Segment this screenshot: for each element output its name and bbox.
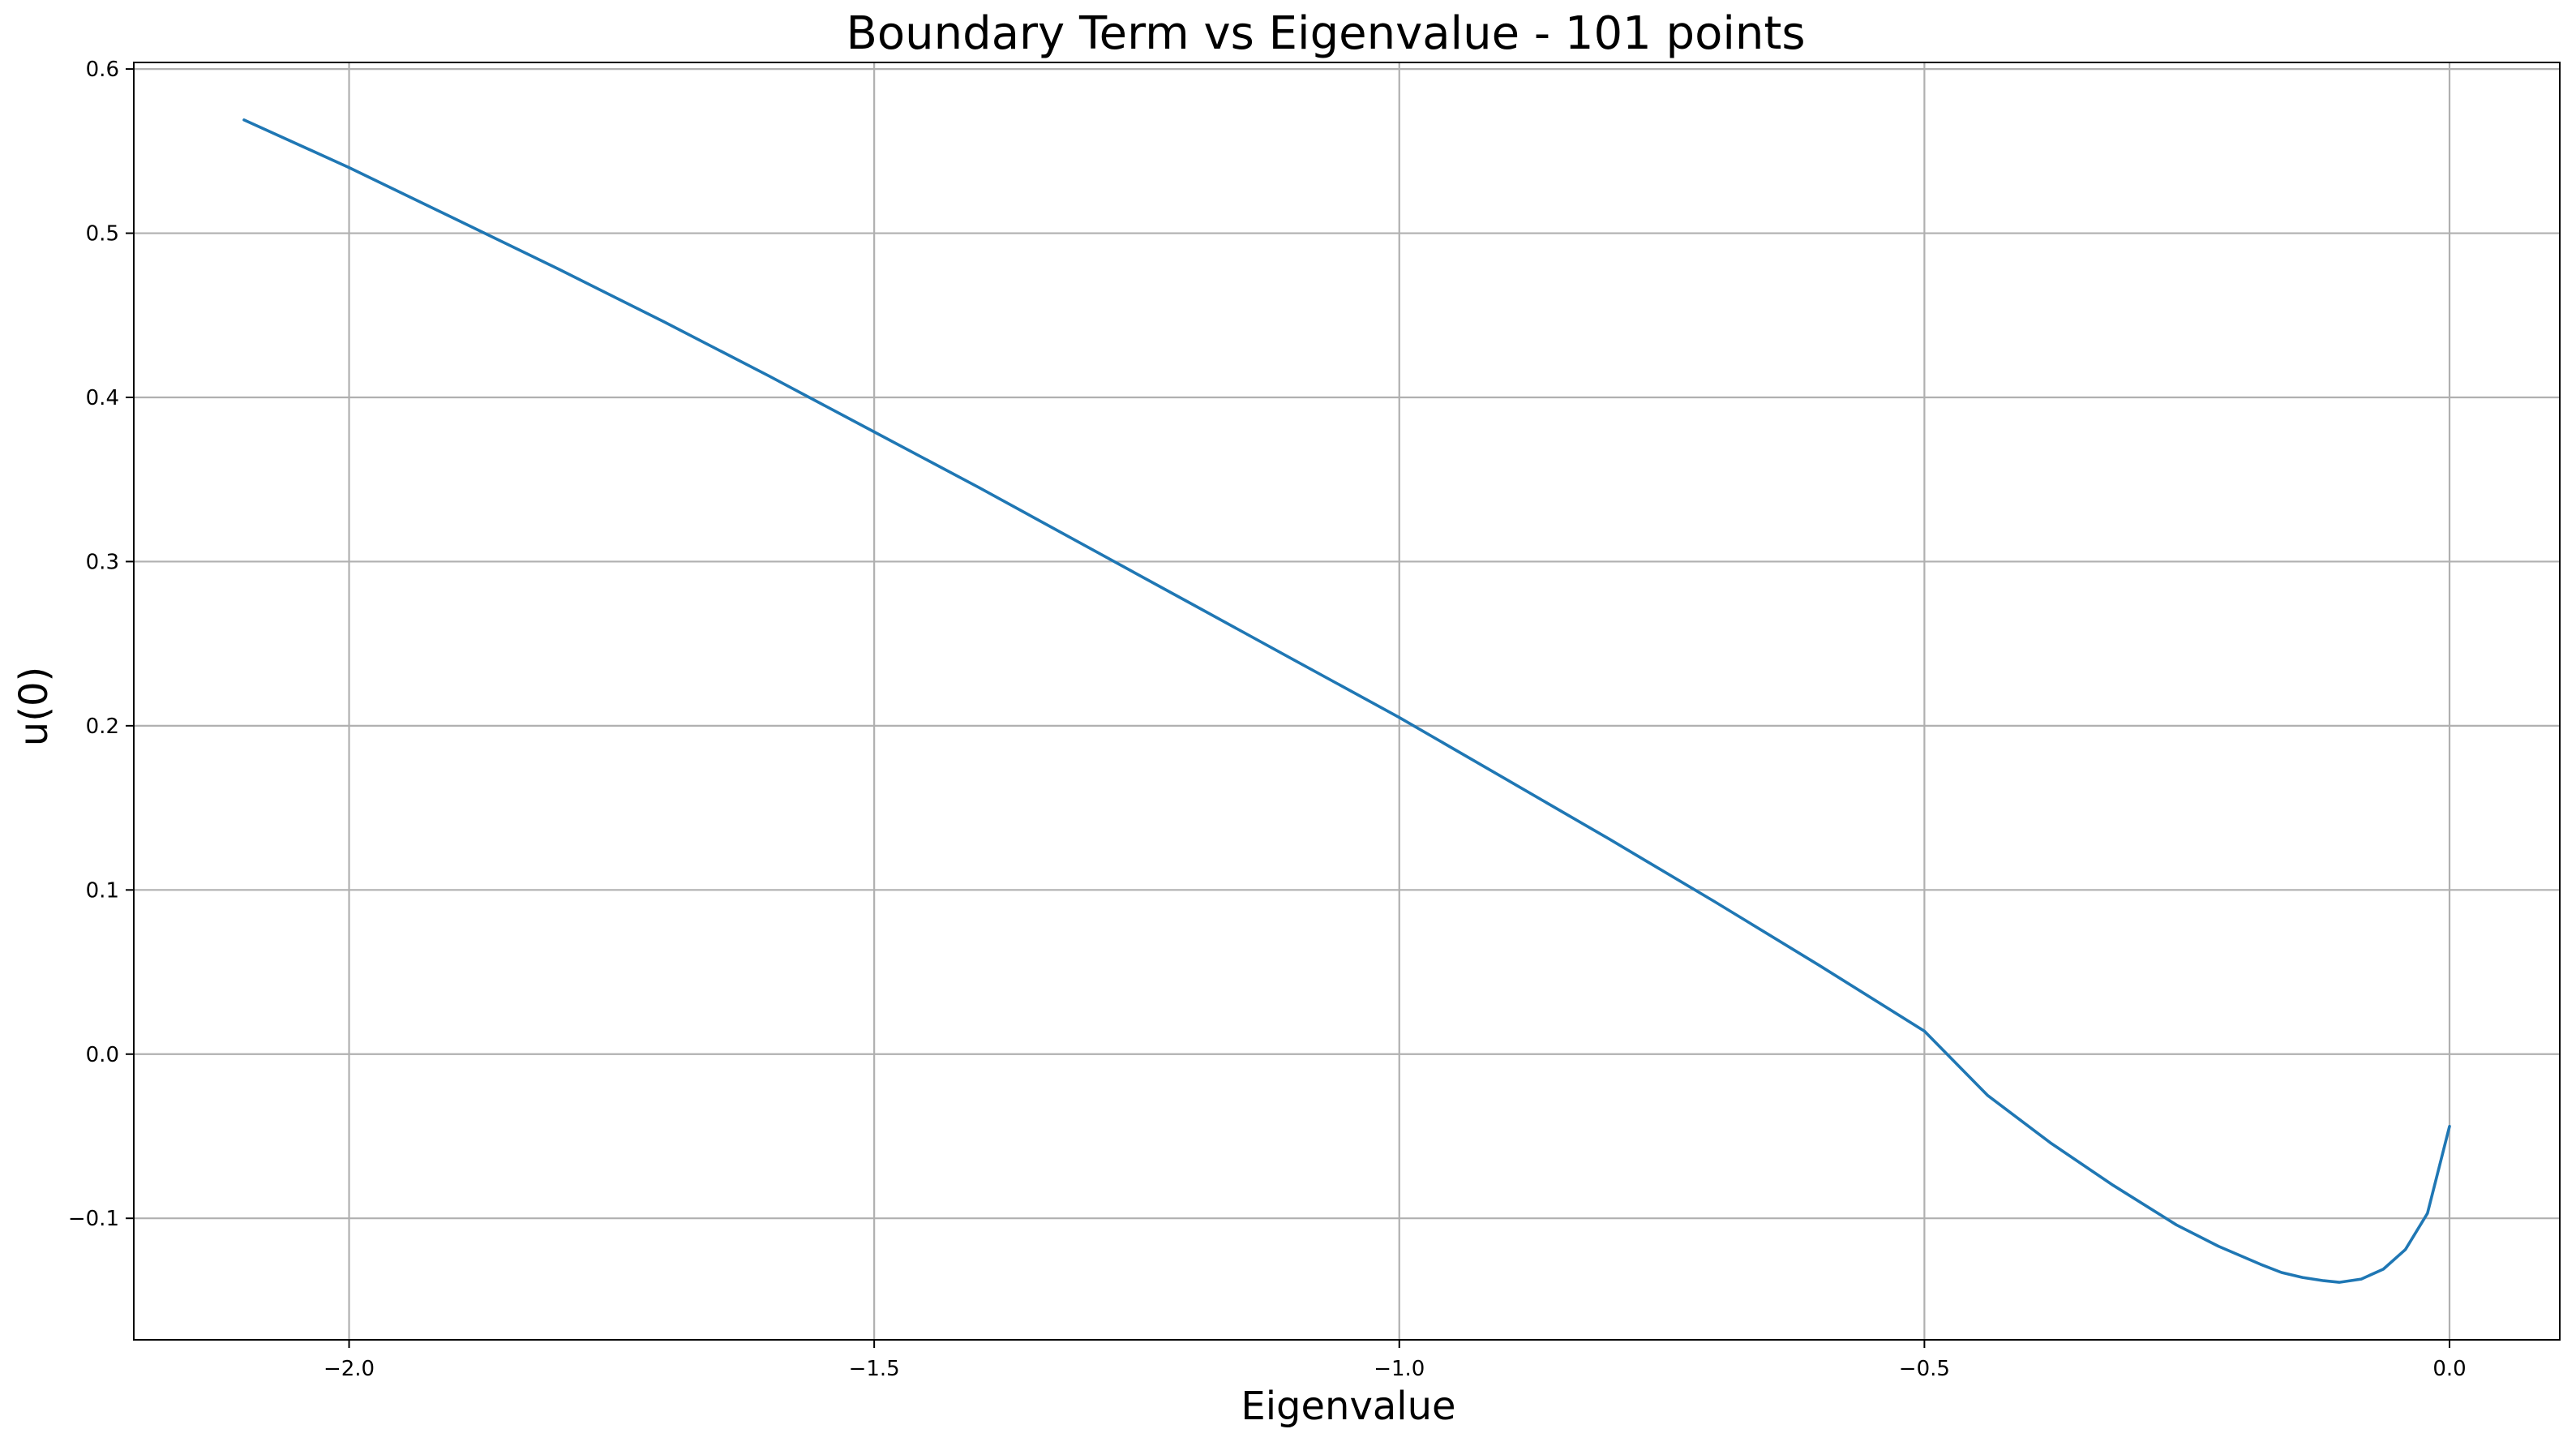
y-tick-label: 0.3 [86, 550, 119, 574]
x-tick-label: −1.0 [1374, 1357, 1425, 1381]
x-tick-label: 0.0 [2432, 1357, 2466, 1381]
y-tick-label: 0.1 [86, 878, 119, 903]
x-tick-label: −2.0 [324, 1357, 375, 1381]
series-line-0 [242, 118, 2451, 1284]
series-layer [242, 118, 2451, 1284]
chart-title: Boundary Term vs Eigenvalue - 101 points [846, 7, 1805, 60]
y-axis-label: u(0) [11, 667, 57, 746]
y-tick-label: 0.6 [86, 58, 119, 82]
x-tick-label: −1.5 [849, 1357, 900, 1381]
x-axis-label: Eigenvalue [1241, 1384, 1455, 1429]
y-tick-label: 0.0 [86, 1043, 119, 1067]
axis-ticks: −2.0 −1.5 −1.0 −0.5 0.0 −0.1 0.0 0.1 0.2 0.3 0.4 0.… [68, 58, 2467, 1381]
y-tick-label: 0.2 [86, 715, 119, 739]
y-tick-label: −0.1 [68, 1207, 119, 1231]
x-tick-label: −0.5 [1899, 1357, 1950, 1381]
plot-frame [133, 62, 2561, 1341]
grid-lines [134, 62, 2560, 1340]
y-tick-label: 0.4 [86, 386, 119, 410]
y-tick-label: 0.5 [86, 222, 119, 247]
